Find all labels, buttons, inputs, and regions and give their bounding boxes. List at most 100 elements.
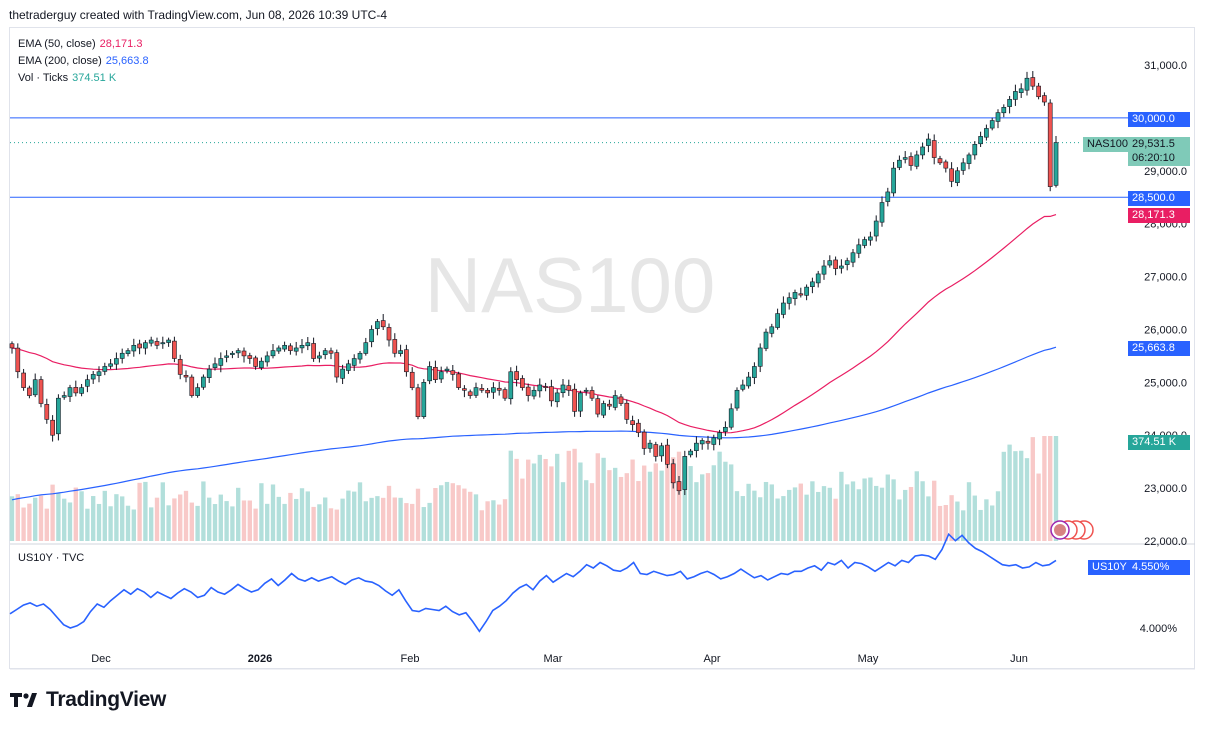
volume-bar <box>1042 436 1047 541</box>
volume-bar <box>665 457 670 541</box>
candle <box>444 366 450 374</box>
candle <box>131 338 137 357</box>
volume-bar <box>415 488 421 541</box>
candle <box>322 347 328 360</box>
ema200-tag: 25,663.8 <box>1128 341 1190 356</box>
volume-bar <box>833 498 838 541</box>
flag-icons[interactable] <box>1050 520 1094 540</box>
candle-body <box>491 387 496 393</box>
candle-body <box>984 128 989 138</box>
candle <box>479 384 485 393</box>
candle-body <box>50 419 55 436</box>
volume-bar <box>62 498 67 541</box>
us10y-legend: US10Y · TVC <box>18 552 85 564</box>
candle-body <box>456 373 461 388</box>
volume-bar <box>317 504 322 541</box>
candle <box>885 187 891 207</box>
candle <box>1001 104 1007 118</box>
candle-body <box>572 388 577 412</box>
candle-body <box>114 358 119 365</box>
candle-body <box>647 442 653 449</box>
candle-body <box>972 144 978 156</box>
candle <box>995 109 1001 129</box>
candle <box>467 389 473 399</box>
candle <box>589 386 595 402</box>
candle-body <box>902 157 908 160</box>
candle-body <box>844 260 850 265</box>
volume-bar <box>508 450 513 541</box>
volume-bar <box>44 508 49 541</box>
last-price-tag: 29,531.5 <box>1128 137 1190 152</box>
volume-bar <box>717 451 722 541</box>
volume-bar <box>369 497 374 541</box>
candle <box>891 162 896 197</box>
volume-bar <box>305 491 310 541</box>
candle-body <box>514 371 519 380</box>
candle-body <box>653 444 659 457</box>
tradingview-brand: TradingView <box>46 688 167 711</box>
candle-body <box>1013 91 1018 100</box>
candle-body <box>85 379 90 387</box>
candle-body <box>659 445 664 457</box>
volume-bar <box>468 491 473 541</box>
volume-bar <box>27 503 32 541</box>
volume-bar <box>642 465 647 541</box>
candle-body <box>670 463 676 484</box>
candle <box>189 374 195 398</box>
candle <box>67 384 73 403</box>
volume-bar <box>827 487 832 541</box>
volume-bar <box>259 483 264 541</box>
candle-body <box>438 371 444 380</box>
candle-body <box>1001 107 1007 114</box>
candle <box>949 162 954 188</box>
volume-bar <box>479 510 484 541</box>
candle <box>1007 95 1012 114</box>
candle <box>1013 84 1018 106</box>
candle <box>317 351 322 363</box>
ema-lines <box>11 214 1057 501</box>
volume-bar <box>189 502 194 541</box>
candle-body <box>966 154 972 164</box>
candle <box>554 389 560 408</box>
candle <box>299 338 305 354</box>
volume-bar <box>328 508 334 541</box>
candle-body <box>9 343 15 349</box>
candle <box>38 376 44 408</box>
candle <box>960 158 966 175</box>
candle-body <box>363 342 369 354</box>
volume-bar <box>218 494 223 541</box>
candle <box>531 386 537 400</box>
volume-bar <box>241 500 247 541</box>
candle-body <box>578 392 583 412</box>
candle-body <box>839 265 844 269</box>
volume-bar <box>758 497 763 541</box>
candle-body <box>995 112 1001 122</box>
candle-body <box>56 397 61 435</box>
volume-bar <box>775 498 780 541</box>
candle <box>630 415 635 431</box>
candle <box>897 155 902 171</box>
volume-bar <box>584 480 589 541</box>
volume-bar <box>346 490 351 541</box>
candle-body <box>143 342 148 349</box>
candle-body <box>543 386 548 388</box>
volume-bar <box>334 509 339 541</box>
candle-body <box>694 442 699 451</box>
candle-body <box>537 384 543 392</box>
candle-body <box>357 352 363 360</box>
candles <box>9 71 1059 496</box>
candle <box>537 378 543 398</box>
volume-bar <box>352 491 357 541</box>
candle-body <box>241 350 247 357</box>
candle <box>525 383 531 402</box>
candle <box>32 373 38 398</box>
candle <box>311 337 316 362</box>
volume-bar <box>949 495 954 541</box>
candle-body <box>183 375 189 378</box>
volume-bars <box>9 436 1059 541</box>
volume-bar <box>618 476 624 541</box>
candle-body <box>125 350 131 354</box>
candle-body <box>554 392 560 403</box>
candle <box>334 349 340 383</box>
